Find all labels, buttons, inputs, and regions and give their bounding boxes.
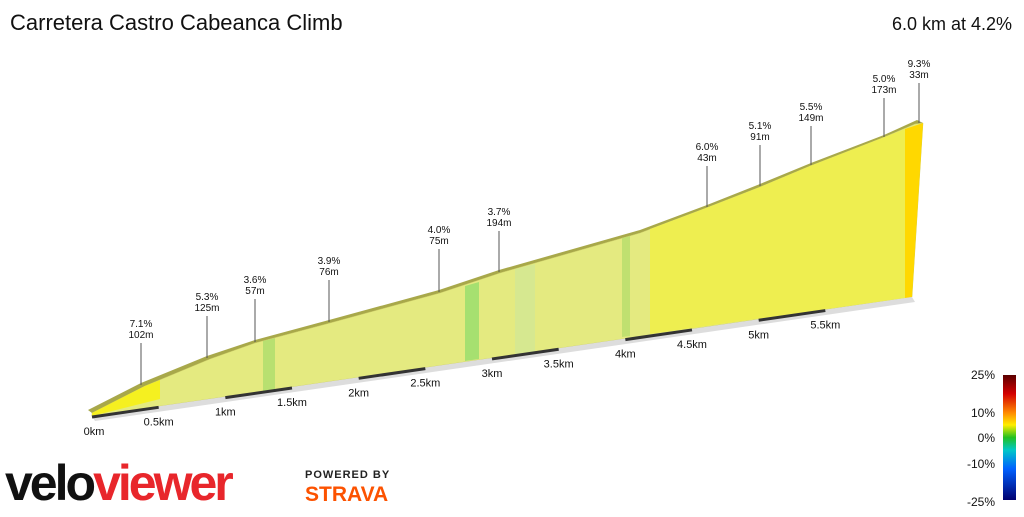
segment-length: 194m <box>486 218 511 229</box>
segment-grade: 3.7% <box>488 207 511 218</box>
segment-grade: 4.0% <box>428 225 451 236</box>
powered-by: POWERED BY <box>305 469 390 481</box>
distance-band <box>758 309 826 322</box>
distance-label: 2km <box>348 387 369 399</box>
summary: 6.0 km at 4.2% <box>892 14 1012 34</box>
distance-label: 4.5km <box>677 339 707 351</box>
logo: veloviewer <box>5 455 233 511</box>
segment-length: 57m <box>245 286 264 297</box>
segment-length: 75m <box>429 236 448 247</box>
segment-length: 91m <box>750 132 769 143</box>
distance-label: 5km <box>748 329 769 341</box>
segment-grade: 3.6% <box>244 275 267 286</box>
distance-label: 3km <box>482 368 503 380</box>
segment-length: 43m <box>697 153 716 164</box>
flat-strip <box>263 338 275 392</box>
legend-label: -25% <box>967 495 995 509</box>
distance-label: 0km <box>84 426 105 438</box>
legend-label: -10% <box>967 457 995 471</box>
distance-label: 2.5km <box>410 378 440 390</box>
segment-grade: 5.0% <box>873 74 896 85</box>
legend-label: 10% <box>971 406 995 420</box>
steep-strip <box>650 129 905 334</box>
distance-band <box>358 367 426 380</box>
legend-label: 25% <box>971 368 995 382</box>
distance-label: 0.5km <box>144 416 174 428</box>
segment-length: 125m <box>194 303 219 314</box>
logo-velo: velo <box>5 455 95 511</box>
distance-band <box>491 347 559 361</box>
steep-strip <box>905 123 923 298</box>
flat-strip <box>465 282 479 361</box>
segment-grade: 7.1% <box>130 319 153 330</box>
segment-grade: 6.0% <box>696 142 719 153</box>
segment-length: 33m <box>909 70 928 81</box>
flat-strip <box>622 236 630 337</box>
legend-bar <box>1003 375 1016 500</box>
flat-strip <box>515 264 535 357</box>
segment-length: 102m <box>128 330 153 341</box>
legend-label: 0% <box>978 431 996 445</box>
logo-viewer: viewer <box>93 455 233 511</box>
distance-label: 3.5km <box>544 358 574 370</box>
strava: STRAVA <box>305 483 388 506</box>
segment-grade: 9.3% <box>908 59 931 70</box>
segment-grade: 3.9% <box>318 256 341 267</box>
title: Carretera Castro Cabeanca Climb <box>10 10 343 35</box>
segment-length: 76m <box>319 267 338 278</box>
segment-grade: 5.1% <box>749 121 772 132</box>
distance-label: 1.5km <box>277 397 307 409</box>
distance-label: 4km <box>615 349 636 361</box>
steep-strip <box>92 380 160 416</box>
distance-label: 1km <box>215 407 236 419</box>
segment-length: 173m <box>871 85 896 96</box>
baseline <box>92 297 915 421</box>
segment-grade: 5.5% <box>800 102 823 113</box>
segment-grade: 5.3% <box>196 292 219 303</box>
distance-label: 5.5km <box>810 320 840 332</box>
distance-band <box>225 386 293 400</box>
distance-band <box>625 328 693 342</box>
distance-band <box>91 405 159 419</box>
segment-length: 149m <box>798 113 823 124</box>
